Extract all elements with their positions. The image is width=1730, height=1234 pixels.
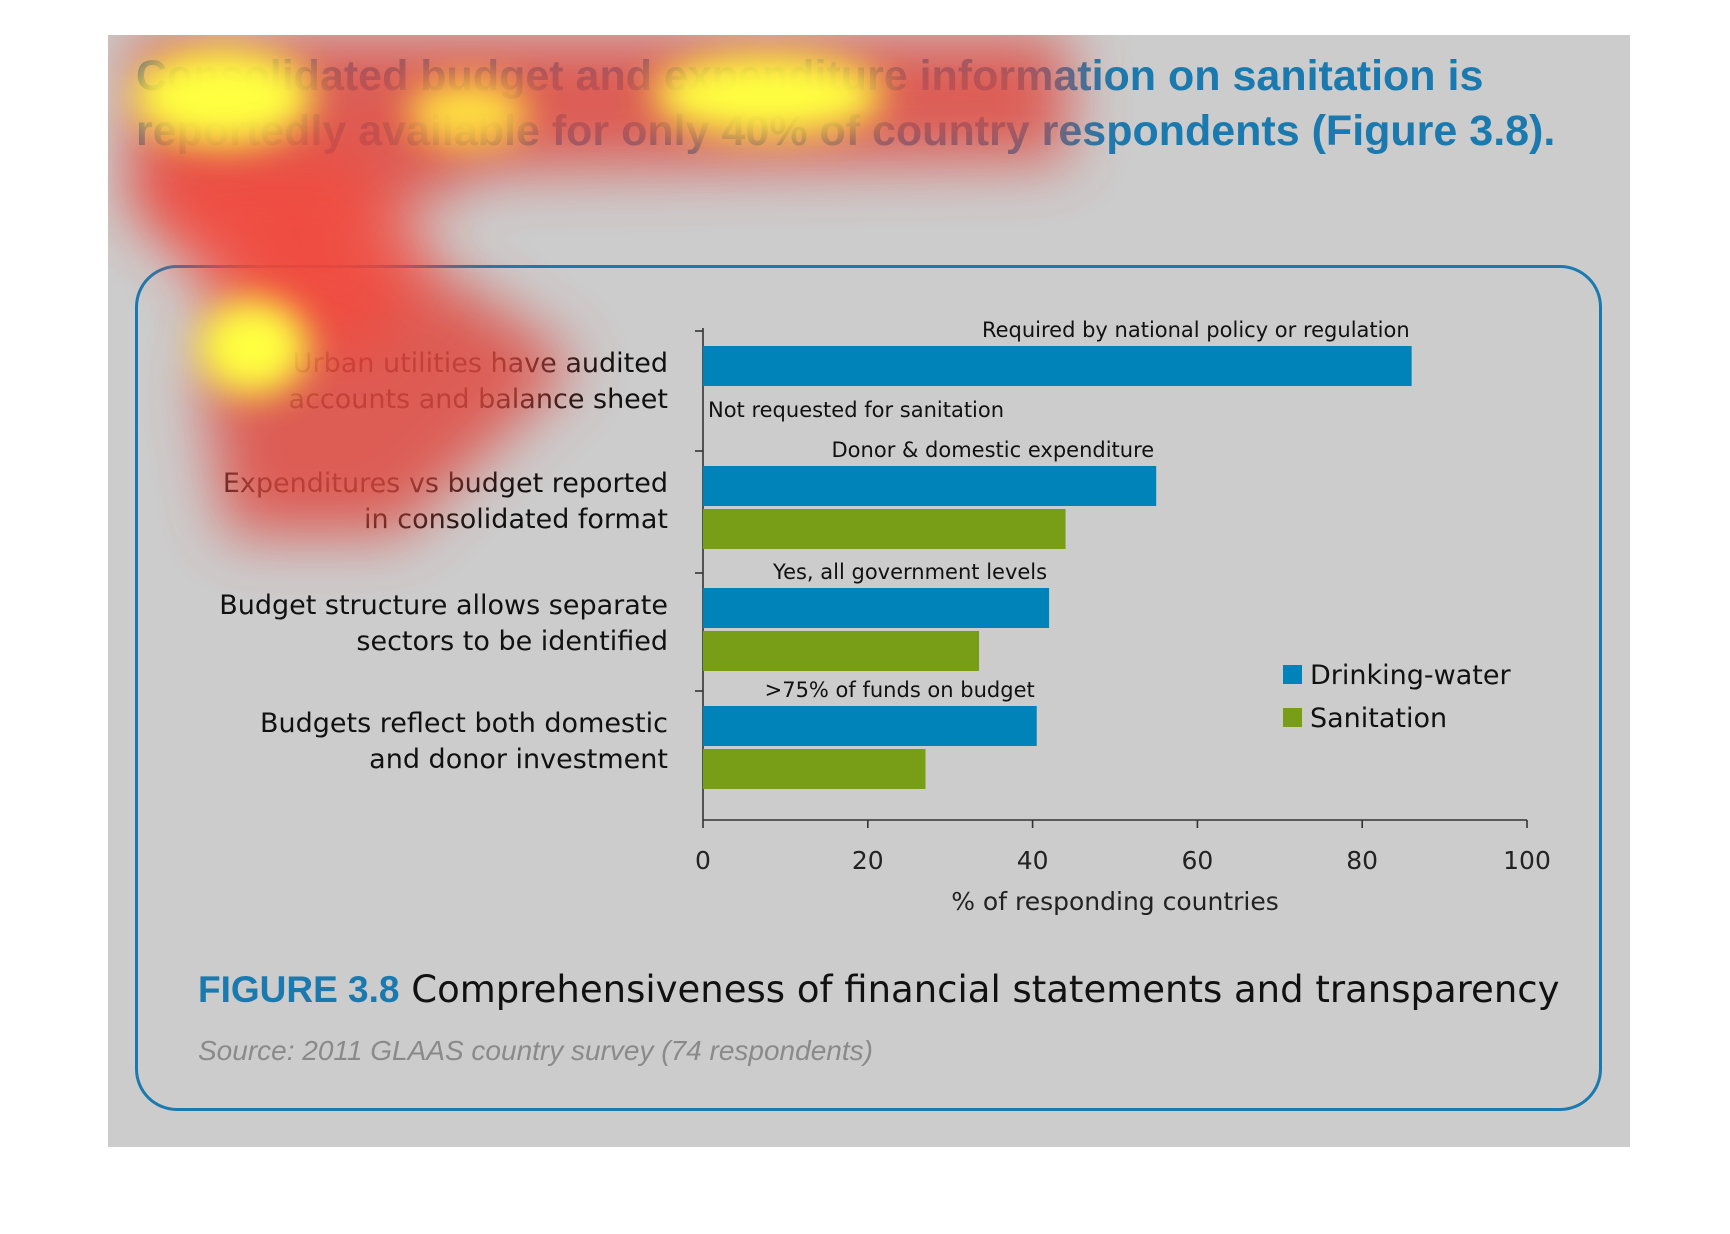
x-tick-label: 100 <box>1503 846 1551 875</box>
category-label: and donor investment <box>369 744 668 775</box>
category-label: sectors to be identified <box>356 626 668 657</box>
legend-label: Drinking-water <box>1310 660 1511 691</box>
group-annotation: Donor & domestic expenditure <box>832 438 1155 462</box>
figure-label: FIGURE 3.8 <box>198 969 400 1010</box>
bar-drinking-water-1 <box>703 346 1412 386</box>
category-label: Expenditures vs budget reported <box>223 468 668 499</box>
bar-chart: 0 20 40 60 80 100 % of responding countries Urb… <box>219 318 1551 916</box>
figure-caption: FIGURE 3.8 Comprehensiveness of financia… <box>198 968 1578 1011</box>
group-annotation: >75% of funds on budget <box>765 678 1035 702</box>
legend-label: Sanitation <box>1310 703 1447 734</box>
x-tick-label: 80 <box>1346 846 1378 875</box>
source-note: Source: 2011 GLAAS country survey (74 re… <box>198 1035 873 1066</box>
category-label: Urban utilities have audited <box>293 348 668 379</box>
category-label: accounts and balance sheet <box>289 384 668 415</box>
x-tick-label: 60 <box>1181 846 1213 875</box>
slide: Consolidated budget and expenditure info… <box>108 35 1630 1147</box>
x-axis-title: % of responding countries <box>951 887 1279 916</box>
bar-drinking-water-2 <box>703 466 1157 506</box>
x-tick-label: 40 <box>1017 846 1049 875</box>
figure-panel: 0 20 40 60 80 100 % of responding countries Urb… <box>135 265 1602 1111</box>
bar-drinking-water-4 <box>703 706 1037 746</box>
headline: Consolidated budget and expenditure info… <box>136 52 1556 155</box>
legend-swatch-drinking-water <box>1283 665 1302 684</box>
missing-value-note: Not requested for sanitation <box>708 398 1004 422</box>
category-label: in consolidated format <box>364 504 668 535</box>
x-tick-label: 0 <box>695 846 711 875</box>
x-tick-label: 20 <box>852 846 884 875</box>
category-label: Budget structure allows separate <box>219 590 668 621</box>
group-annotation: Yes, all government levels <box>772 560 1047 584</box>
bar-sanitation-3 <box>703 631 980 671</box>
category-label: Budgets reflect both domestic <box>260 708 668 739</box>
bar-sanitation-4 <box>703 749 926 789</box>
bar-drinking-water-3 <box>703 588 1050 628</box>
bar-sanitation-2 <box>703 509 1066 549</box>
figure-caption-text: Comprehensiveness of financial statement… <box>411 968 1560 1011</box>
group-annotation: Required by national policy or regulatio… <box>982 318 1410 342</box>
legend-swatch-sanitation <box>1283 708 1302 727</box>
